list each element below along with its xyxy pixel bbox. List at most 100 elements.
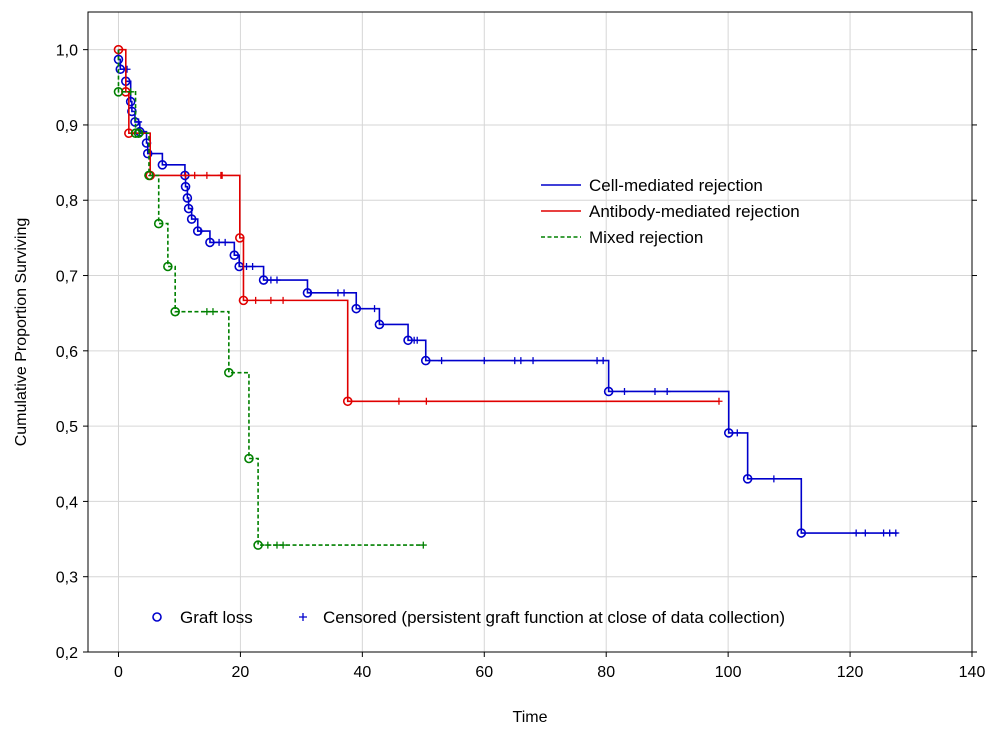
marker-legend: Graft loss Censored (persistent graft fu… (152, 608, 785, 627)
censored-point (249, 262, 257, 270)
censored-point (267, 296, 275, 304)
censored-point (252, 296, 260, 304)
graft-loss-point (205, 237, 215, 248)
graft-loss-point (235, 233, 245, 243)
x-axis-label: Time (513, 709, 548, 726)
censored-point (197, 227, 205, 235)
y-tick-label: 0,9 (56, 118, 78, 135)
graft-loss-point (723, 428, 734, 438)
censored-point (620, 387, 628, 395)
y-tick-label: 0,5 (56, 419, 78, 436)
grid-layer (88, 12, 973, 653)
graft-loss-point (186, 214, 197, 224)
censored-point (480, 357, 488, 365)
censored-point (279, 296, 287, 304)
censored-point (209, 308, 217, 316)
graft-loss-point (351, 303, 362, 314)
censored-point (215, 238, 223, 246)
y-tick-label: 0,2 (56, 645, 78, 662)
graft-loss-point (229, 250, 240, 260)
y-tick-label: 0,3 (56, 570, 78, 587)
y-tick-label: 0,7 (56, 269, 78, 286)
graft-loss-point (153, 218, 164, 229)
graft-loss-point (170, 306, 180, 317)
censored-point (203, 171, 211, 179)
censored-point (221, 238, 229, 246)
graft-loss-point (124, 128, 134, 139)
legend-entry-label: Antibody-mediated rejection (589, 202, 800, 221)
censored-point (861, 529, 869, 537)
graft-loss-point (130, 128, 141, 139)
graft-loss-point (420, 355, 431, 366)
graft-loss-point (125, 96, 136, 107)
x-tick-label: 140 (959, 664, 986, 681)
censored-point (886, 529, 894, 537)
x-tick-label: 40 (353, 664, 371, 681)
censored-point (880, 529, 888, 537)
x-tick-label: 60 (475, 664, 493, 681)
graft-loss-point (374, 319, 385, 330)
censored-point (511, 357, 519, 365)
series-antibody-mediated-rejection (113, 44, 723, 407)
censored-point (852, 529, 860, 537)
graft-loss-point (244, 453, 254, 464)
censored-point (593, 357, 601, 365)
censored-point (529, 357, 537, 365)
series-legend: Cell-mediated rejection Antibody-mediated… (541, 176, 800, 247)
legend-entry-label: Mixed rejection (589, 228, 703, 247)
censored-point (191, 171, 199, 179)
x-tick-label: 80 (597, 664, 615, 681)
series-layer (113, 44, 900, 550)
graft-loss-point (157, 160, 168, 170)
censored-point (182, 171, 190, 179)
censored-point (371, 305, 379, 313)
graft-loss-legend-label: Graft loss (180, 608, 253, 627)
y-tick-label: 0,6 (56, 344, 78, 361)
x-tick-label: 20 (232, 664, 250, 681)
censored-point (419, 541, 427, 549)
graft-loss-point (183, 203, 194, 214)
graft-loss-point (113, 87, 124, 97)
censored-legend-marker (299, 613, 307, 621)
censored-point (340, 289, 348, 297)
censored-point (218, 171, 226, 179)
graft-loss-point (142, 148, 153, 159)
graft-loss-legend-marker (152, 612, 162, 622)
x-tick-label: 120 (837, 664, 864, 681)
graft-loss-point (144, 170, 154, 181)
y-tick-label: 0,8 (56, 193, 78, 210)
censored-point (770, 475, 778, 483)
y-tick-label: 0,4 (56, 494, 78, 511)
y-axis-label: Cumulative Proportion Surviving (13, 218, 30, 447)
x-tick-label: 100 (715, 664, 742, 681)
censored-point (715, 397, 723, 405)
censored-point (438, 357, 446, 365)
censored-point (264, 541, 272, 549)
graft-loss-point (180, 181, 191, 192)
graft-loss-point (742, 474, 753, 484)
graft-loss-point (253, 540, 263, 550)
censored-point (395, 397, 403, 405)
y-tick-label: 1,0 (56, 43, 78, 60)
censored-point (279, 541, 287, 549)
censored-point (307, 289, 315, 297)
censored-legend-label: Censored (persistent graft function at c… (323, 608, 785, 627)
graft-loss-point (603, 386, 614, 397)
censored-point (413, 336, 421, 344)
censored-point (422, 397, 430, 405)
censored-point (663, 387, 671, 395)
series-cell-mediated-rejection (113, 49, 900, 538)
censored-point (273, 541, 281, 549)
censored-point (651, 387, 659, 395)
tick-layer: 0 20 40 60 80 100 120 140 0,2 0,3 0,4 0,5 0,6 0,7 0,8 0… (56, 43, 986, 681)
graft-loss-point (163, 261, 173, 272)
censored-point (334, 289, 342, 297)
graft-loss-point (182, 193, 193, 203)
censored-point (203, 308, 211, 316)
censored-point (733, 429, 741, 437)
legend-entry-label: Cell-mediated rejection (589, 176, 763, 195)
censored-point (123, 65, 131, 73)
series-line (117, 49, 424, 546)
censored-point (273, 276, 281, 284)
